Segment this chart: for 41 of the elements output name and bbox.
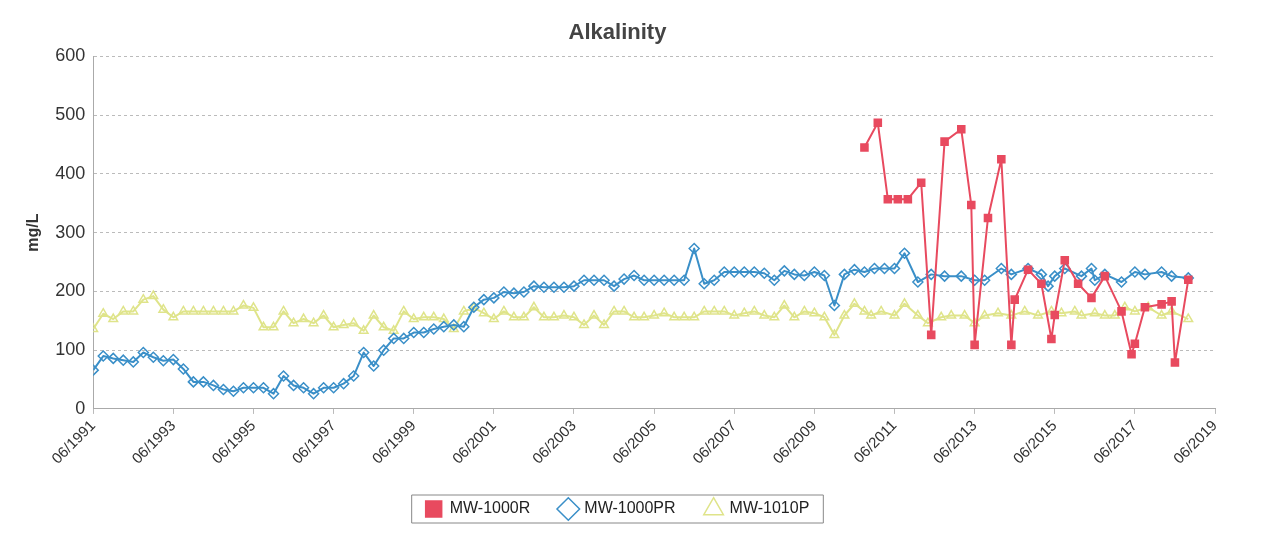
y-tick-label: 200 — [55, 280, 86, 301]
point — [1184, 275, 1193, 284]
point — [1010, 295, 1019, 304]
point — [983, 213, 993, 223]
point — [997, 154, 1006, 164]
point — [903, 194, 913, 204]
point — [940, 137, 949, 146]
legend-label: MW-1000R — [449, 499, 531, 517]
point — [883, 194, 893, 204]
point — [967, 200, 976, 210]
point — [1117, 307, 1126, 316]
point — [916, 178, 926, 188]
point — [1157, 300, 1166, 309]
y-tick-label: 0 — [75, 397, 86, 418]
point — [1073, 279, 1083, 289]
point — [956, 124, 966, 134]
point — [926, 330, 936, 340]
y-tick-label: 100 — [55, 339, 86, 360]
y-axis-title: mg/L — [24, 213, 42, 252]
point — [893, 194, 903, 204]
point — [1140, 303, 1150, 312]
chart-title: Alkalinity — [568, 19, 668, 45]
point — [970, 340, 979, 350]
point — [873, 118, 883, 128]
y-tick-label: 400 — [55, 162, 86, 183]
point — [1007, 340, 1016, 350]
point — [1037, 279, 1046, 289]
point — [860, 143, 869, 152]
legend-label: MW-1000PR — [584, 499, 676, 517]
point — [1170, 358, 1180, 367]
point — [1130, 339, 1140, 348]
point — [1127, 350, 1136, 359]
point — [1060, 256, 1070, 265]
point — [1050, 310, 1060, 320]
point — [1047, 334, 1056, 344]
y-tick-label: 600 — [55, 45, 86, 66]
y-tick-label: 300 — [55, 221, 86, 242]
legend-label: MW-1010P — [729, 499, 810, 517]
point — [1167, 297, 1176, 306]
point — [1087, 293, 1096, 303]
y-tick-label: 500 — [55, 104, 86, 125]
